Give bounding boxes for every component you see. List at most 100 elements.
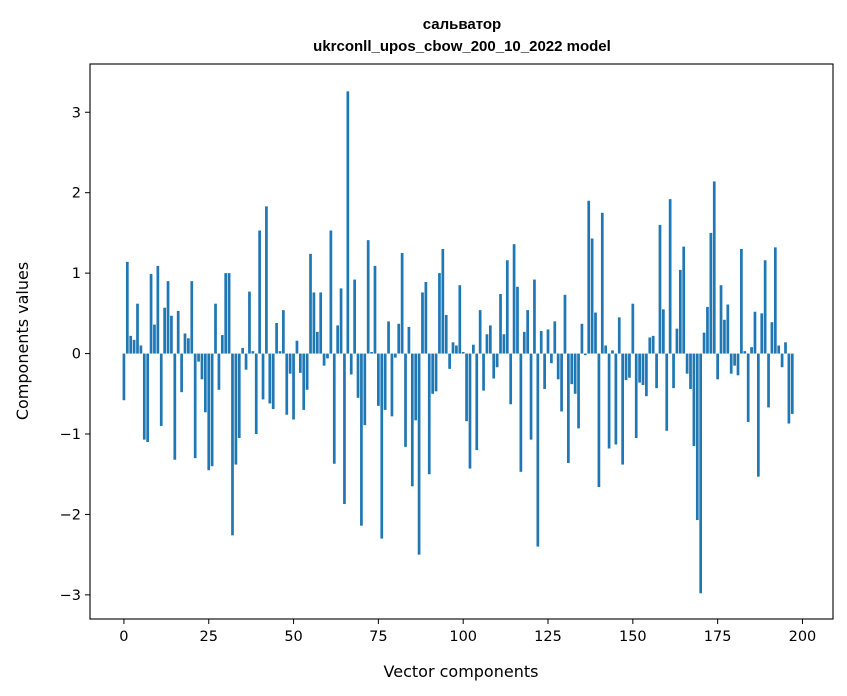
bar-124 xyxy=(543,353,546,389)
bar-76 xyxy=(380,353,384,539)
bar-70 xyxy=(360,353,363,526)
bar-64 xyxy=(339,288,343,354)
x-axis-ticks: 0 25 50 75 100 125 150 175 200 xyxy=(119,619,816,645)
x-tick-label: 150 xyxy=(619,629,647,645)
bar-35 xyxy=(241,347,245,354)
bar-143 xyxy=(607,353,611,449)
bar-81 xyxy=(397,323,401,354)
bar-84 xyxy=(407,327,411,354)
bar-117 xyxy=(519,353,523,472)
bar-139 xyxy=(594,312,597,354)
bar-69 xyxy=(356,353,360,398)
x-axis-label: Vector components xyxy=(384,662,539,681)
bar-154 xyxy=(645,353,648,397)
bar-189 xyxy=(763,260,767,354)
bar-46 xyxy=(278,351,282,354)
bar-41 xyxy=(261,353,265,400)
bar-14 xyxy=(170,315,173,354)
bar-93 xyxy=(438,273,441,354)
bar-57 xyxy=(315,331,319,354)
bar-116 xyxy=(516,286,519,354)
bar-6 xyxy=(142,353,146,440)
bar-77 xyxy=(383,353,387,410)
bar-36 xyxy=(244,353,248,370)
bar-167 xyxy=(689,353,692,389)
bar-191 xyxy=(770,322,774,354)
bar-27 xyxy=(214,303,217,354)
bar-125 xyxy=(546,329,550,354)
bar-106 xyxy=(482,353,485,391)
bar-48 xyxy=(285,353,289,415)
bar-58 xyxy=(319,292,323,354)
bar-144 xyxy=(611,350,614,354)
bar-43 xyxy=(268,353,272,404)
bar-62 xyxy=(332,353,336,464)
bar-123 xyxy=(539,331,543,354)
bar-49 xyxy=(288,353,292,374)
bar-33 xyxy=(234,353,238,465)
bar-150 xyxy=(631,303,635,354)
bar-38 xyxy=(251,351,255,354)
bar-153 xyxy=(641,353,645,385)
bar-0 xyxy=(122,353,126,401)
bar-168 xyxy=(692,353,696,447)
bar-164 xyxy=(678,269,682,354)
bar-75 xyxy=(377,353,380,406)
bar-135 xyxy=(580,323,584,354)
bar-112 xyxy=(502,334,506,354)
bar-127 xyxy=(553,321,557,354)
bar-140 xyxy=(597,353,601,488)
bar-183 xyxy=(743,351,747,354)
bar-34 xyxy=(237,353,241,439)
bar-118 xyxy=(522,331,526,354)
bar-9 xyxy=(153,324,156,354)
bar-10 xyxy=(156,265,160,354)
plot-frame xyxy=(89,63,834,620)
y-tick-label: −1 xyxy=(60,427,81,443)
x-tick-label: 25 xyxy=(200,629,218,645)
bar-31 xyxy=(227,273,231,354)
bar-131 xyxy=(567,353,570,463)
bar-19 xyxy=(187,338,190,354)
bar-103 xyxy=(472,344,475,354)
bar-162 xyxy=(672,353,675,389)
bar-39 xyxy=(254,353,258,434)
bar-67 xyxy=(349,353,353,375)
bar-52 xyxy=(298,353,302,373)
bar-175 xyxy=(716,353,719,380)
bar-91 xyxy=(431,353,435,394)
bar-30 xyxy=(224,273,228,354)
bar-163 xyxy=(675,328,679,354)
bar-2 xyxy=(129,335,133,354)
bar-7 xyxy=(146,353,150,443)
bar-179 xyxy=(729,353,733,374)
bar-151 xyxy=(634,353,638,439)
bar-90 xyxy=(427,353,431,475)
bar-172 xyxy=(706,306,709,354)
bar-195 xyxy=(784,342,787,354)
bar-8 xyxy=(149,273,153,354)
bar-121 xyxy=(533,279,536,354)
bar-53 xyxy=(302,353,306,410)
bar-28 xyxy=(217,353,221,390)
bar-141 xyxy=(600,212,604,354)
bar-5 xyxy=(139,345,143,354)
bar-161 xyxy=(668,199,672,354)
bar-148 xyxy=(624,353,628,381)
bar-176 xyxy=(719,285,723,354)
bar-180 xyxy=(733,353,736,366)
bar-137 xyxy=(587,200,591,354)
bar-113 xyxy=(505,260,509,354)
bar-152 xyxy=(638,353,641,383)
y-tick-label: −3 xyxy=(60,588,81,604)
bar-107 xyxy=(485,334,489,354)
bar-95 xyxy=(444,314,448,354)
bar-54 xyxy=(305,353,309,390)
bar-126 xyxy=(550,353,553,364)
bar-22 xyxy=(197,353,200,362)
bar-47 xyxy=(282,310,285,354)
bar-68 xyxy=(353,279,356,354)
bar-42 xyxy=(265,206,268,354)
bar-4 xyxy=(136,303,139,354)
